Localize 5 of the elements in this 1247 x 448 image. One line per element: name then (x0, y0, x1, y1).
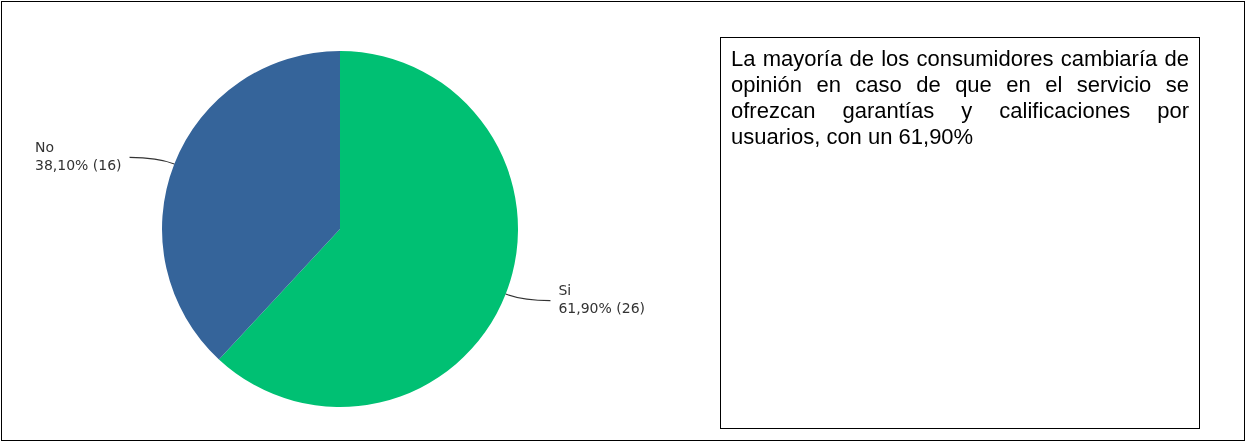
data-label: 38,10% (16) (34, 157, 122, 174)
text: La mayoría de los consumidores cambiaría de opinión en caso de que en el servicio se ofrezcan garantías y calificaciones por usuarios, con un 61,90% (731, 46, 1189, 150)
slice-label: No (34, 139, 55, 156)
data-label: 61,90% (26) (558, 300, 646, 317)
slice-label: Si (558, 282, 572, 299)
